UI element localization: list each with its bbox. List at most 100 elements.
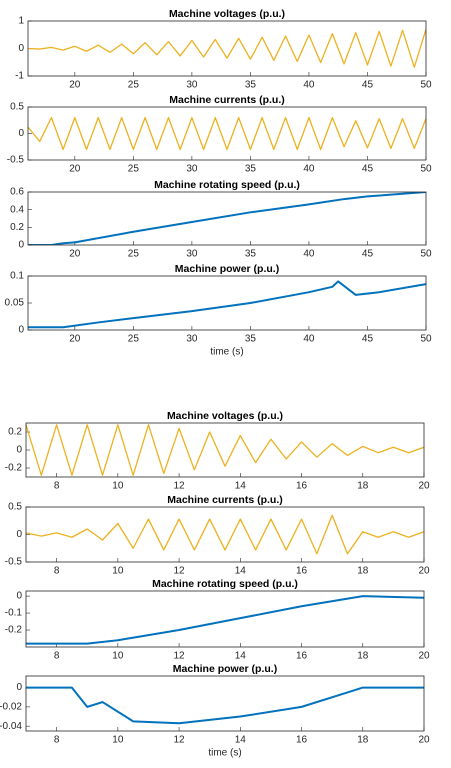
x-tick-label: 18 [357, 566, 369, 577]
y-tick-label: 0.5 [8, 502, 22, 513]
y-tick-label: 0.5 [10, 102, 24, 113]
x-tick-label: 14 [235, 481, 247, 492]
chart-title: Machine power (p.u.) [173, 663, 277, 675]
x-tick-label: 30 [186, 80, 198, 91]
plot-area [28, 276, 426, 330]
x-tick-label: 8 [54, 566, 60, 577]
x-tick-label: 20 [69, 334, 81, 345]
series-line [28, 280, 426, 329]
axes-box [25, 675, 425, 732]
x-tick-label: 30 [186, 164, 198, 175]
x-tick-label: 16 [296, 735, 308, 746]
x-tick-label: 20 [69, 80, 81, 91]
y-tick-label: -0.04 [0, 721, 22, 732]
axes-box [27, 275, 427, 331]
y-tick-label: 0 [18, 240, 24, 251]
series-line [26, 686, 424, 725]
plot-area [28, 107, 426, 160]
y-tick-label: -0.2 [5, 463, 23, 474]
x-tick-label: 8 [54, 735, 60, 746]
x-tick-label: 20 [418, 651, 430, 662]
x-tick-label: 8 [54, 651, 60, 662]
series-line [28, 116, 426, 151]
series-line [28, 192, 426, 245]
x-tick-label: 40 [303, 249, 315, 260]
x-tick-label: 10 [112, 651, 124, 662]
y-tick-label: 1 [18, 16, 24, 27]
y-tick-label: 0 [18, 128, 24, 139]
chart-title: Machine voltages (p.u.) [167, 410, 283, 422]
y-tick-label: -1 [15, 71, 24, 82]
x-tick-label: 10 [112, 481, 124, 492]
x-tick-label: 50 [420, 249, 432, 260]
x-tick-label: 25 [128, 249, 140, 260]
x-tick-label: 35 [245, 334, 257, 345]
x-axis-label: time (s) [208, 748, 241, 759]
x-tick-label: 35 [245, 164, 257, 175]
x-tick-label: 50 [420, 164, 432, 175]
y-tick-label: -0.5 [7, 155, 25, 166]
plot-area [26, 676, 424, 731]
y-tick-label: 0.6 [10, 187, 24, 198]
series-line [26, 424, 424, 476]
axes-box [27, 106, 427, 161]
x-tick-label: 18 [357, 735, 369, 746]
chart-title: Machine rotating speed (p.u.) [154, 179, 300, 191]
x-tick-label: 14 [235, 651, 247, 662]
y-tick-label: 0.2 [8, 427, 22, 438]
x-tick-label: 25 [128, 164, 140, 175]
x-tick-label: 30 [186, 249, 198, 260]
x-tick-label: 16 [296, 651, 308, 662]
x-tick-label: 45 [362, 249, 374, 260]
x-tick-label: 45 [362, 164, 374, 175]
series-line [26, 595, 424, 645]
x-tick-label: 16 [296, 481, 308, 492]
y-tick-label: 0.05 [5, 298, 25, 309]
y-tick-label: -0.02 [0, 702, 22, 713]
x-axis-label: time (s) [210, 347, 243, 358]
x-tick-label: 35 [245, 80, 257, 91]
chart-title: Machine voltages (p.u.) [169, 8, 285, 20]
y-tick-label: 0 [18, 325, 24, 336]
axes-box [27, 20, 427, 77]
chart-title: Machine rotating speed (p.u.) [152, 578, 298, 590]
chart-title: Machine power (p.u.) [175, 263, 279, 275]
x-tick-label: 40 [303, 80, 315, 91]
axes-box [25, 590, 425, 648]
series-line [28, 29, 426, 68]
x-tick-label: 10 [112, 735, 124, 746]
x-tick-label: 18 [357, 651, 369, 662]
x-tick-label: 30 [186, 334, 198, 345]
x-tick-label: 20 [418, 481, 430, 492]
x-tick-label: 12 [174, 735, 186, 746]
x-tick-label: 45 [362, 334, 374, 345]
y-tick-label: -0.1 [5, 608, 23, 619]
x-tick-label: 20 [69, 164, 81, 175]
y-tick-label: 0 [16, 591, 22, 602]
x-tick-label: 14 [235, 566, 247, 577]
y-tick-label: 0.2 [10, 222, 24, 233]
plot-area [28, 21, 426, 76]
x-tick-label: 20 [418, 566, 430, 577]
x-tick-label: 12 [174, 651, 186, 662]
y-tick-label: 0 [16, 529, 22, 540]
chart-title: Machine currents (p.u.) [169, 94, 285, 106]
x-tick-label: 16 [296, 566, 308, 577]
chart-title: Machine currents (p.u.) [167, 494, 283, 506]
x-tick-label: 8 [54, 481, 60, 492]
y-tick-label: 0 [18, 43, 24, 54]
x-tick-label: 40 [303, 334, 315, 345]
x-tick-label: 18 [357, 481, 369, 492]
x-tick-label: 10 [112, 566, 124, 577]
axes-box [25, 506, 425, 563]
x-tick-label: 20 [69, 249, 81, 260]
x-tick-label: 40 [303, 164, 315, 175]
y-tick-label: 0.1 [10, 271, 24, 282]
x-tick-label: 14 [235, 735, 247, 746]
plot-area [28, 192, 426, 245]
x-tick-label: 45 [362, 80, 374, 91]
x-tick-label: 12 [174, 566, 186, 577]
x-tick-label: 25 [128, 334, 140, 345]
